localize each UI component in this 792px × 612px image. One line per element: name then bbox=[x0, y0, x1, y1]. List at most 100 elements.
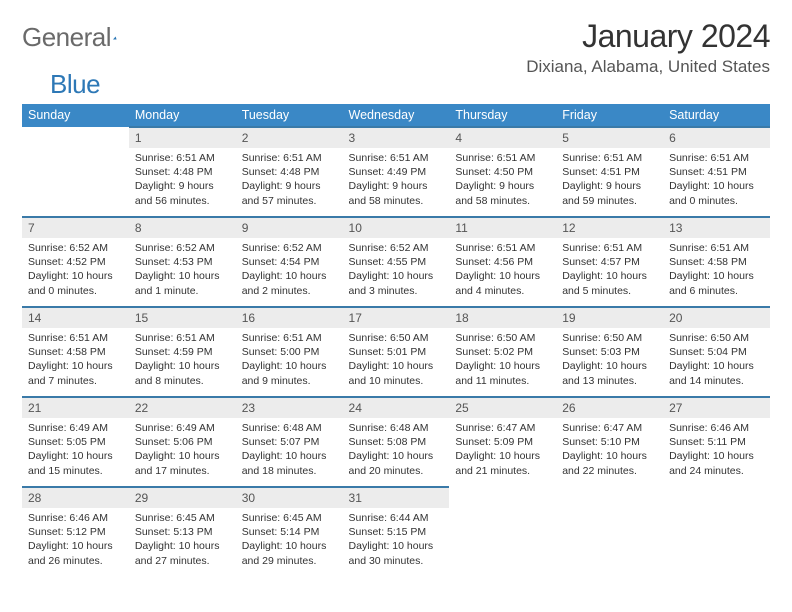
calendar-cell bbox=[449, 487, 556, 576]
day-details: Sunrise: 6:51 AMSunset: 4:59 PMDaylight:… bbox=[129, 328, 236, 388]
day-details: Sunrise: 6:51 AMSunset: 5:00 PMDaylight:… bbox=[236, 328, 343, 388]
calendar-week-row: 14Sunrise: 6:51 AMSunset: 4:58 PMDayligh… bbox=[22, 307, 770, 397]
calendar-cell: 29Sunrise: 6:45 AMSunset: 5:13 PMDayligh… bbox=[129, 487, 236, 576]
calendar-cell: 22Sunrise: 6:49 AMSunset: 5:06 PMDayligh… bbox=[129, 397, 236, 487]
calendar-cell: 23Sunrise: 6:48 AMSunset: 5:07 PMDayligh… bbox=[236, 397, 343, 487]
calendar-week-row: 28Sunrise: 6:46 AMSunset: 5:12 PMDayligh… bbox=[22, 487, 770, 576]
calendar-cell: 2Sunrise: 6:51 AMSunset: 4:48 PMDaylight… bbox=[236, 127, 343, 217]
day-number: 20 bbox=[663, 308, 770, 328]
calendar-cell: 7Sunrise: 6:52 AMSunset: 4:52 PMDaylight… bbox=[22, 217, 129, 307]
day-details: Sunrise: 6:52 AMSunset: 4:52 PMDaylight:… bbox=[22, 238, 129, 298]
day-number: 29 bbox=[129, 488, 236, 508]
calendar-cell: 17Sunrise: 6:50 AMSunset: 5:01 PMDayligh… bbox=[343, 307, 450, 397]
brand-flag-icon bbox=[113, 29, 117, 47]
calendar-cell: 1Sunrise: 6:51 AMSunset: 4:48 PMDaylight… bbox=[129, 127, 236, 217]
calendar-cell: 6Sunrise: 6:51 AMSunset: 4:51 PMDaylight… bbox=[663, 127, 770, 217]
calendar-cell: 9Sunrise: 6:52 AMSunset: 4:54 PMDaylight… bbox=[236, 217, 343, 307]
calendar-week-row: 7Sunrise: 6:52 AMSunset: 4:52 PMDaylight… bbox=[22, 217, 770, 307]
calendar-body: 1Sunrise: 6:51 AMSunset: 4:48 PMDaylight… bbox=[22, 127, 770, 576]
day-number: 25 bbox=[449, 398, 556, 418]
day-number: 12 bbox=[556, 218, 663, 238]
day-details: Sunrise: 6:48 AMSunset: 5:08 PMDaylight:… bbox=[343, 418, 450, 478]
calendar-cell: 5Sunrise: 6:51 AMSunset: 4:51 PMDaylight… bbox=[556, 127, 663, 217]
day-number: 19 bbox=[556, 308, 663, 328]
day-details: Sunrise: 6:47 AMSunset: 5:10 PMDaylight:… bbox=[556, 418, 663, 478]
day-header: Tuesday bbox=[236, 104, 343, 127]
brand-name-2: Blue bbox=[50, 69, 100, 99]
day-number: 13 bbox=[663, 218, 770, 238]
day-details: Sunrise: 6:52 AMSunset: 4:55 PMDaylight:… bbox=[343, 238, 450, 298]
calendar-cell: 4Sunrise: 6:51 AMSunset: 4:50 PMDaylight… bbox=[449, 127, 556, 217]
day-details: Sunrise: 6:51 AMSunset: 4:51 PMDaylight:… bbox=[556, 148, 663, 208]
calendar-cell: 31Sunrise: 6:44 AMSunset: 5:15 PMDayligh… bbox=[343, 487, 450, 576]
day-number: 31 bbox=[343, 488, 450, 508]
day-details: Sunrise: 6:45 AMSunset: 5:13 PMDaylight:… bbox=[129, 508, 236, 568]
day-header-row: SundayMondayTuesdayWednesdayThursdayFrid… bbox=[22, 104, 770, 127]
calendar-cell: 24Sunrise: 6:48 AMSunset: 5:08 PMDayligh… bbox=[343, 397, 450, 487]
day-number: 1 bbox=[129, 128, 236, 148]
day-number: 15 bbox=[129, 308, 236, 328]
calendar-cell: 13Sunrise: 6:51 AMSunset: 4:58 PMDayligh… bbox=[663, 217, 770, 307]
day-details: Sunrise: 6:46 AMSunset: 5:11 PMDaylight:… bbox=[663, 418, 770, 478]
day-number: 18 bbox=[449, 308, 556, 328]
day-header: Monday bbox=[129, 104, 236, 127]
day-number: 8 bbox=[129, 218, 236, 238]
calendar-cell: 14Sunrise: 6:51 AMSunset: 4:58 PMDayligh… bbox=[22, 307, 129, 397]
calendar-cell: 26Sunrise: 6:47 AMSunset: 5:10 PMDayligh… bbox=[556, 397, 663, 487]
day-details: Sunrise: 6:51 AMSunset: 4:58 PMDaylight:… bbox=[22, 328, 129, 388]
day-number: 2 bbox=[236, 128, 343, 148]
calendar-cell: 18Sunrise: 6:50 AMSunset: 5:02 PMDayligh… bbox=[449, 307, 556, 397]
day-details: Sunrise: 6:50 AMSunset: 5:03 PMDaylight:… bbox=[556, 328, 663, 388]
day-number: 9 bbox=[236, 218, 343, 238]
day-details: Sunrise: 6:50 AMSunset: 5:01 PMDaylight:… bbox=[343, 328, 450, 388]
day-details: Sunrise: 6:51 AMSunset: 4:48 PMDaylight:… bbox=[236, 148, 343, 208]
calendar-cell: 27Sunrise: 6:46 AMSunset: 5:11 PMDayligh… bbox=[663, 397, 770, 487]
day-number: 22 bbox=[129, 398, 236, 418]
day-details: Sunrise: 6:46 AMSunset: 5:12 PMDaylight:… bbox=[22, 508, 129, 568]
day-details: Sunrise: 6:44 AMSunset: 5:15 PMDaylight:… bbox=[343, 508, 450, 568]
calendar-cell: 10Sunrise: 6:52 AMSunset: 4:55 PMDayligh… bbox=[343, 217, 450, 307]
calendar-cell bbox=[556, 487, 663, 576]
day-number: 21 bbox=[22, 398, 129, 418]
day-header: Sunday bbox=[22, 104, 129, 127]
day-number: 10 bbox=[343, 218, 450, 238]
day-details: Sunrise: 6:52 AMSunset: 4:53 PMDaylight:… bbox=[129, 238, 236, 298]
calendar-cell: 8Sunrise: 6:52 AMSunset: 4:53 PMDaylight… bbox=[129, 217, 236, 307]
page-title: January 2024 bbox=[526, 18, 770, 55]
day-details: Sunrise: 6:50 AMSunset: 5:02 PMDaylight:… bbox=[449, 328, 556, 388]
day-number: 23 bbox=[236, 398, 343, 418]
day-details: Sunrise: 6:48 AMSunset: 5:07 PMDaylight:… bbox=[236, 418, 343, 478]
day-details: Sunrise: 6:45 AMSunset: 5:14 PMDaylight:… bbox=[236, 508, 343, 568]
day-number: 14 bbox=[22, 308, 129, 328]
day-header: Wednesday bbox=[343, 104, 450, 127]
calendar-cell: 11Sunrise: 6:51 AMSunset: 4:56 PMDayligh… bbox=[449, 217, 556, 307]
brand-name-1: General bbox=[22, 22, 111, 53]
day-header: Friday bbox=[556, 104, 663, 127]
day-number: 11 bbox=[449, 218, 556, 238]
day-details: Sunrise: 6:52 AMSunset: 4:54 PMDaylight:… bbox=[236, 238, 343, 298]
day-number: 5 bbox=[556, 128, 663, 148]
calendar-cell bbox=[22, 127, 129, 217]
day-number: 3 bbox=[343, 128, 450, 148]
day-details: Sunrise: 6:47 AMSunset: 5:09 PMDaylight:… bbox=[449, 418, 556, 478]
calendar-table: SundayMondayTuesdayWednesdayThursdayFrid… bbox=[22, 104, 770, 576]
day-header: Thursday bbox=[449, 104, 556, 127]
day-number: 24 bbox=[343, 398, 450, 418]
day-details: Sunrise: 6:51 AMSunset: 4:56 PMDaylight:… bbox=[449, 238, 556, 298]
day-details: Sunrise: 6:51 AMSunset: 4:57 PMDaylight:… bbox=[556, 238, 663, 298]
day-number: 28 bbox=[22, 488, 129, 508]
day-number: 6 bbox=[663, 128, 770, 148]
brand-logo: General bbox=[22, 18, 135, 53]
day-details: Sunrise: 6:49 AMSunset: 5:06 PMDaylight:… bbox=[129, 418, 236, 478]
calendar-week-row: 21Sunrise: 6:49 AMSunset: 5:05 PMDayligh… bbox=[22, 397, 770, 487]
day-number: 17 bbox=[343, 308, 450, 328]
day-number: 4 bbox=[449, 128, 556, 148]
day-number: 30 bbox=[236, 488, 343, 508]
calendar-cell: 30Sunrise: 6:45 AMSunset: 5:14 PMDayligh… bbox=[236, 487, 343, 576]
calendar-cell: 16Sunrise: 6:51 AMSunset: 5:00 PMDayligh… bbox=[236, 307, 343, 397]
calendar-cell bbox=[663, 487, 770, 576]
calendar-cell: 20Sunrise: 6:50 AMSunset: 5:04 PMDayligh… bbox=[663, 307, 770, 397]
day-header: Saturday bbox=[663, 104, 770, 127]
day-details: Sunrise: 6:51 AMSunset: 4:51 PMDaylight:… bbox=[663, 148, 770, 208]
day-details: Sunrise: 6:51 AMSunset: 4:49 PMDaylight:… bbox=[343, 148, 450, 208]
